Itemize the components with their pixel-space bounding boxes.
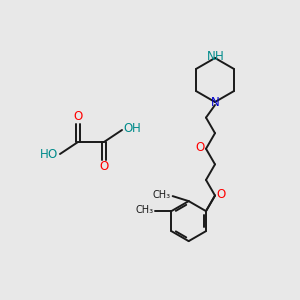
Text: H: H: [40, 148, 48, 161]
Text: O: O: [47, 148, 57, 161]
Text: H: H: [214, 50, 224, 64]
Text: CH₃: CH₃: [135, 205, 153, 215]
Text: O: O: [195, 141, 205, 154]
Text: O: O: [99, 160, 109, 173]
Text: O: O: [123, 122, 133, 134]
Text: CH₃: CH₃: [153, 190, 171, 200]
Text: O: O: [216, 188, 226, 201]
Text: O: O: [74, 110, 82, 124]
Text: N: N: [211, 97, 219, 110]
Text: H: H: [132, 122, 140, 134]
Text: N: N: [207, 50, 215, 64]
